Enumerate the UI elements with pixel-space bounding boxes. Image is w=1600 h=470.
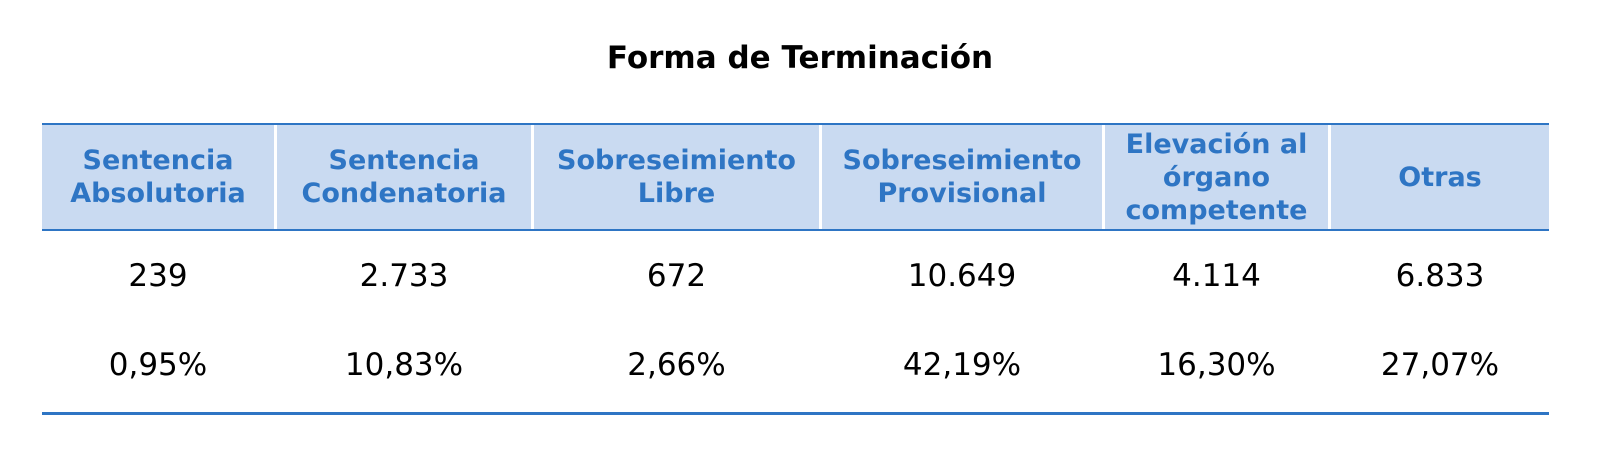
- table-cell: 2,66%: [627, 346, 726, 383]
- table-cell: 27,07%: [1380, 346, 1500, 383]
- table-bottom-rule: [42, 412, 1549, 415]
- table-cell: 672: [646, 257, 707, 294]
- column-header-elevacion-organo-competente: Elevación al órgano competente: [1105, 125, 1328, 229]
- table-cell: 239: [128, 257, 188, 294]
- table-cell: 10.649: [907, 257, 1017, 294]
- column-header-sentencia-condenatoria: Sentencia Condenatoria: [277, 125, 531, 229]
- table-cell: 0,95%: [108, 346, 208, 383]
- column-header-sobreseimiento-provisional: Sobreseimiento Provisional: [822, 125, 1102, 229]
- table-row-percentages: 0,95% 10,83% 2,66% 42,19% 16,30% 27,07%: [42, 320, 1549, 409]
- table-title: Forma de Terminación: [606, 40, 994, 76]
- table-cell: 42,19%: [902, 346, 1022, 383]
- table-cell: 4.114: [1172, 257, 1261, 294]
- table-cell: 2.733: [359, 257, 449, 294]
- table-row-counts: 239 2.733 672 10.649 4.114 6.833: [42, 231, 1549, 320]
- column-header-otras: Otras: [1331, 125, 1549, 229]
- termination-table: Sentencia Absolutoria Sentencia Condenat…: [42, 123, 1549, 415]
- table-cell: 10,83%: [344, 346, 464, 383]
- table-header-row: Sentencia Absolutoria Sentencia Condenat…: [42, 123, 1549, 231]
- table-cell: 16,30%: [1157, 346, 1276, 383]
- column-header-sentencia-absolutoria: Sentencia Absolutoria: [42, 125, 274, 229]
- column-header-sobreseimiento-libre: Sobreseimiento Libre: [534, 125, 819, 229]
- table-cell: 6.833: [1395, 257, 1485, 294]
